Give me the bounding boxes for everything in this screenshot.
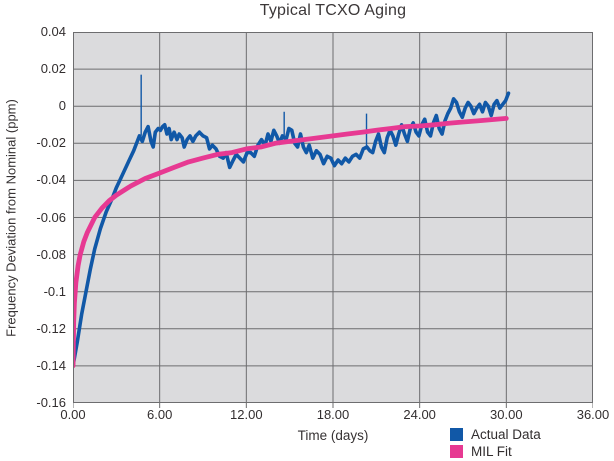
y-tick-label: -0.04 — [36, 172, 66, 188]
x-tick-label: 12.00 — [230, 407, 263, 422]
x-tick-label: 36.00 — [576, 407, 610, 422]
x-tick-label: 6.00 — [147, 407, 173, 422]
y-tick-label: -0.1 — [43, 283, 66, 299]
y-tick-label: 0.04 — [40, 24, 66, 39]
legend-label-actual-data: Actual Data — [471, 427, 541, 442]
chart-title: Typical TCXO Aging — [259, 2, 407, 19]
plot-area — [70, 32, 594, 409]
y-tick-label: 0.02 — [40, 61, 66, 77]
mil-fit-swatch-icon — [450, 445, 463, 458]
legend-item-actual-data: Actual Data — [450, 426, 541, 443]
x-tick-label: 30.00 — [490, 407, 523, 422]
y-tick-label: -0.08 — [36, 246, 66, 262]
y-tick-label: -0.14 — [36, 357, 66, 373]
y-tick-label: -0.02 — [36, 135, 66, 151]
legend-label-mil-fit: MIL Fit — [471, 444, 512, 459]
y-tick-label: -0.16 — [36, 395, 66, 410]
y-tick-label: 0 — [58, 98, 66, 114]
x-tick-label: 0.00 — [60, 407, 86, 422]
x-tick-label: 24.00 — [403, 407, 436, 422]
y-tick-label: -0.12 — [36, 320, 66, 336]
y-tick-label: -0.06 — [36, 209, 66, 225]
chart-canvas — [70, 32, 594, 408]
legend: Actual Data MIL Fit — [450, 426, 541, 460]
legend-item-mil-fit: MIL Fit — [450, 443, 541, 460]
x-axis-title: Time (days) — [297, 428, 369, 443]
actual-data-swatch-icon — [450, 428, 463, 441]
x-tick-label: 18.00 — [316, 407, 350, 422]
